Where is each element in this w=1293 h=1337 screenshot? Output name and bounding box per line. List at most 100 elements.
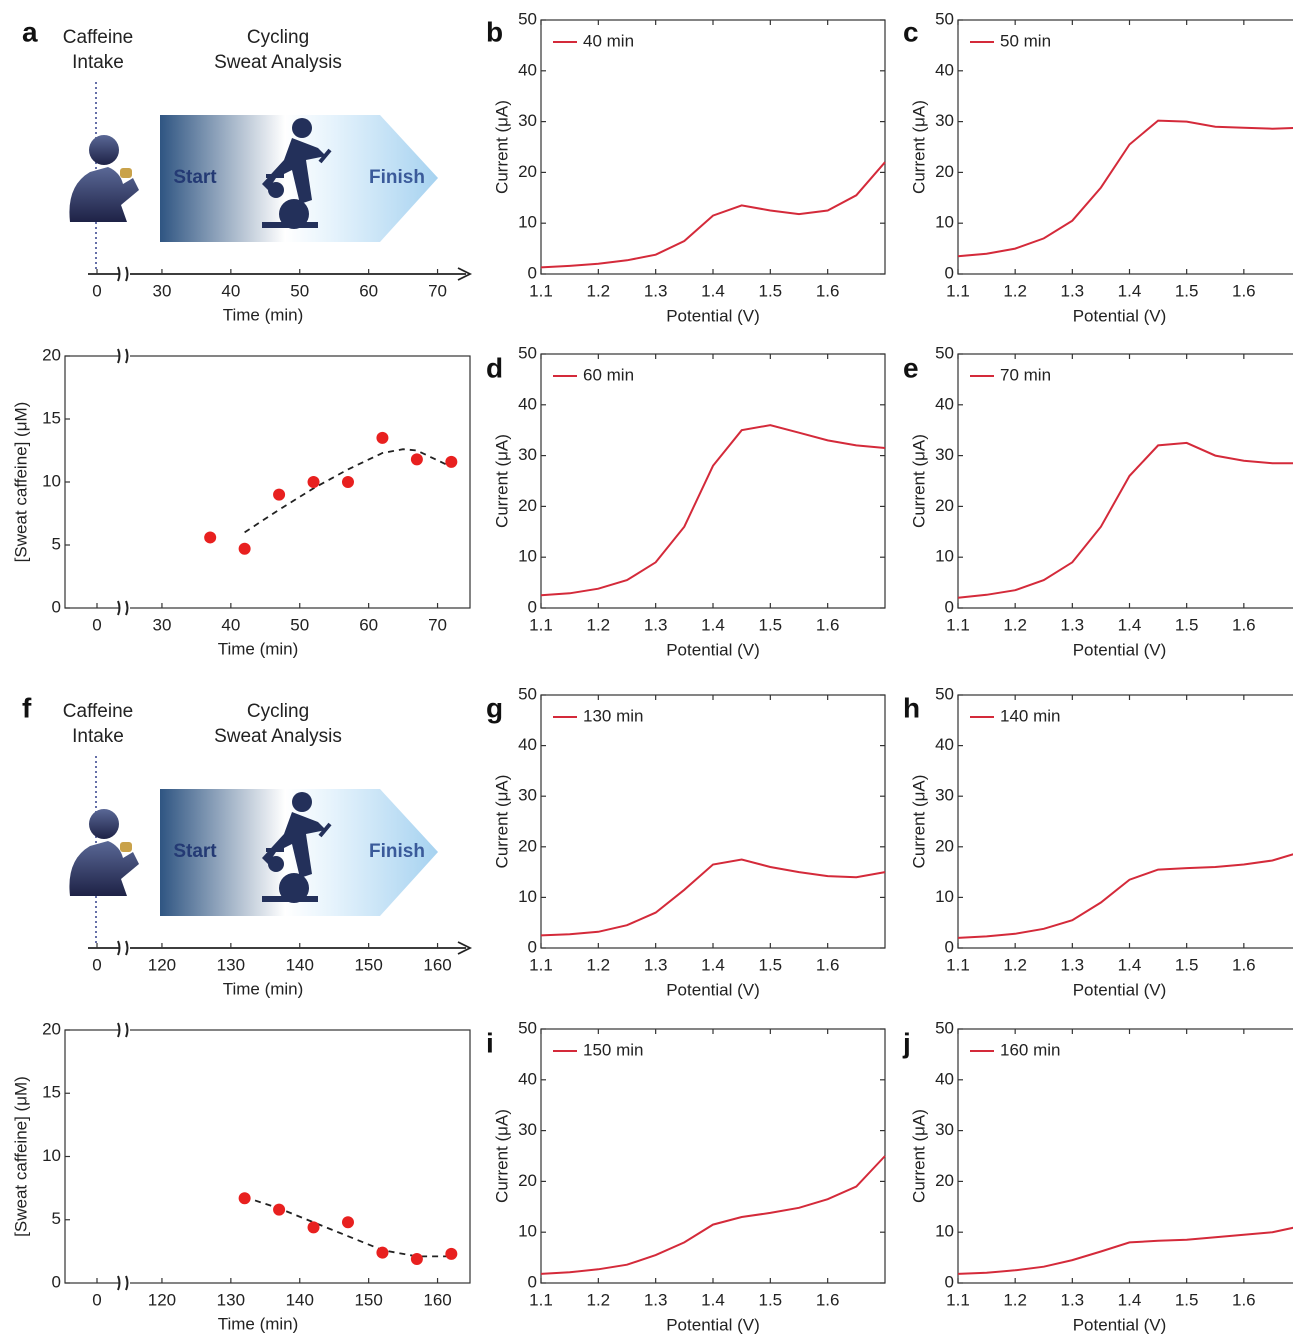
- x-tick-label: 130: [217, 955, 245, 974]
- data-line: [541, 162, 885, 267]
- panel-letter: b: [486, 16, 503, 47]
- data-point: [411, 453, 423, 465]
- x-tick-label: 1.1: [946, 955, 970, 974]
- x-tick-label: 1.2: [587, 955, 611, 974]
- y-axis-label: Current (μA): [909, 775, 928, 869]
- y-tick-label: 30: [518, 1120, 537, 1139]
- x-tick-label: 1.1: [946, 1290, 970, 1309]
- intake-label: Intake: [72, 52, 124, 73]
- data-point: [273, 1204, 285, 1216]
- intake-label: Caffeine: [63, 27, 133, 48]
- y-tick-label: 30: [935, 111, 954, 130]
- x-tick-label: 1.5: [1175, 955, 1199, 974]
- x-tick-label: 1.6: [1232, 955, 1256, 974]
- y-tick-label: 5: [52, 1209, 61, 1228]
- plot-frame: [958, 1029, 1293, 1283]
- x-tick-label: 1.5: [759, 615, 783, 634]
- x-tick-label: 1.4: [701, 955, 725, 974]
- x-tick-label: 1.6: [1232, 615, 1256, 634]
- y-tick-label: 15: [42, 1083, 61, 1102]
- panel-letter: j: [902, 1027, 911, 1058]
- x-axis-label: Potential (V): [666, 1315, 760, 1334]
- data-point: [204, 531, 216, 543]
- y-tick-label: 20: [518, 496, 537, 515]
- x-tick-label: 1.2: [1003, 955, 1027, 974]
- x-tick-label: 1.3: [1061, 1290, 1085, 1309]
- y-tick-label: 0: [52, 597, 61, 616]
- x-tick-label: 50: [290, 281, 309, 300]
- y-tick-label: 20: [935, 496, 954, 515]
- y-axis-label: [Sweat caffeine] (μM): [11, 1076, 30, 1237]
- x-tick-label: 1.3: [1061, 615, 1085, 634]
- x-tick-label: 1.3: [1061, 955, 1085, 974]
- intake-label: Intake: [72, 726, 124, 747]
- x-tick-label: 1.1: [529, 955, 553, 974]
- data-point: [273, 489, 285, 501]
- y-tick-label: 20: [935, 162, 954, 181]
- start-label: Start: [173, 841, 217, 862]
- x-tick-label: 1.3: [644, 281, 668, 300]
- panel-letter: c: [903, 16, 919, 47]
- y-tick-label: 0: [528, 937, 537, 956]
- x-tick-label: 1.3: [644, 615, 668, 634]
- y-axis-label: Current (μA): [492, 1109, 511, 1203]
- y-tick-label: 10: [518, 887, 537, 906]
- panel-letter: a: [22, 16, 38, 47]
- x-tick-label: 60: [359, 281, 378, 300]
- x-axis-label: Time (min): [223, 305, 304, 324]
- data-line: [958, 852, 1293, 938]
- plot-frame: [65, 356, 470, 608]
- x-axis-label: Potential (V): [666, 980, 760, 999]
- y-tick-label: 30: [935, 1120, 954, 1139]
- y-tick-label: 20: [518, 1171, 537, 1190]
- x-axis-label: Potential (V): [666, 640, 760, 659]
- y-tick-label: 10: [935, 213, 954, 232]
- y-tick-label: 10: [935, 547, 954, 566]
- analysis-label: Sweat Analysis: [214, 52, 342, 73]
- x-axis-label: Time (min): [218, 639, 299, 658]
- y-tick-label: 50: [518, 9, 537, 28]
- y-tick-label: 0: [945, 597, 954, 616]
- x-tick-label: 1.6: [816, 955, 840, 974]
- x-tick-label: 120: [148, 1290, 176, 1309]
- x-tick-label: 1.1: [529, 615, 553, 634]
- x-tick-label: 1.2: [587, 615, 611, 634]
- x-tick-label: 1.2: [1003, 1290, 1027, 1309]
- data-point: [308, 476, 320, 488]
- y-tick-label: 10: [42, 471, 61, 490]
- x-axis-label: Potential (V): [666, 306, 760, 325]
- y-tick-label: 40: [518, 394, 537, 413]
- y-tick-label: 10: [935, 887, 954, 906]
- y-axis-label: Current (μA): [909, 1109, 928, 1203]
- data-point: [376, 432, 388, 444]
- x-tick-label: 1.6: [1232, 1290, 1256, 1309]
- data-point: [239, 543, 251, 555]
- x-tick-label: 1.5: [1175, 615, 1199, 634]
- panel-letter: f: [22, 692, 32, 723]
- x-axis-label: Potential (V): [1073, 980, 1167, 999]
- y-tick-label: 10: [518, 547, 537, 566]
- y-tick-label: 20: [935, 1171, 954, 1190]
- x-tick-label: 140: [286, 1290, 314, 1309]
- y-tick-label: 50: [935, 343, 954, 362]
- y-tick-label: 20: [518, 836, 537, 855]
- plot-frame: [541, 1029, 885, 1283]
- data-line: [541, 860, 885, 936]
- y-tick-label: 40: [518, 1069, 537, 1088]
- x-tick-label: 160: [423, 955, 451, 974]
- x-tick-label: 1.5: [759, 1290, 783, 1309]
- x-tick-label: 30: [152, 615, 171, 634]
- x-axis-label: Potential (V): [1073, 306, 1167, 325]
- y-tick-label: 20: [935, 836, 954, 855]
- data-point: [411, 1253, 423, 1265]
- x-tick-label: 60: [359, 615, 378, 634]
- y-tick-label: 40: [935, 1069, 954, 1088]
- x-axis-label: Potential (V): [1073, 1315, 1167, 1334]
- data-line: [958, 1226, 1293, 1274]
- y-tick-label: 0: [528, 1272, 537, 1291]
- legend-label: 70 min: [1000, 365, 1051, 384]
- legend-label: 130 min: [583, 706, 643, 725]
- y-tick-label: 5: [52, 534, 61, 553]
- finish-label: Finish: [369, 167, 425, 188]
- x-axis-label: Potential (V): [1073, 640, 1167, 659]
